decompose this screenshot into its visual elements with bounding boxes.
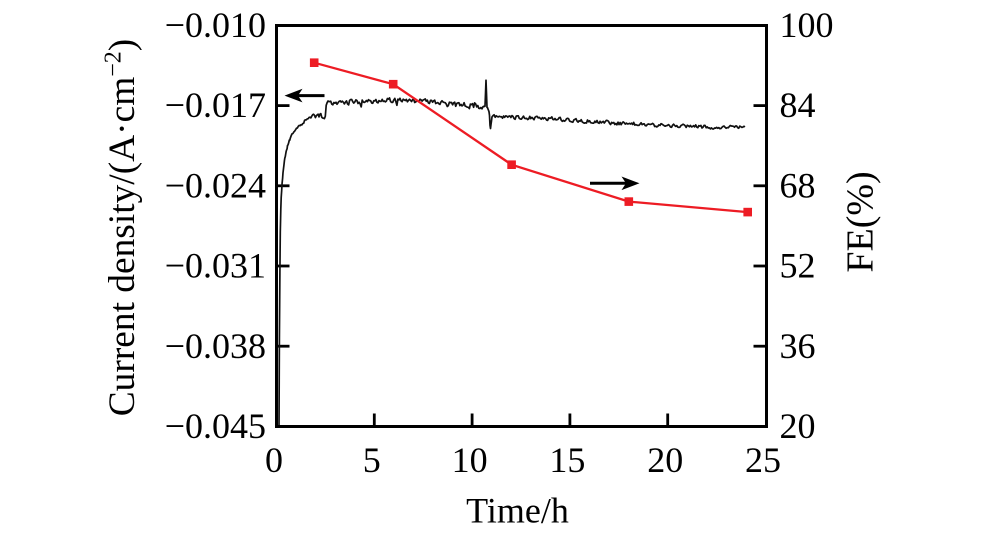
- svg-text:Time/h: Time/h: [466, 491, 569, 531]
- svg-text:−0.024: −0.024: [165, 165, 266, 205]
- svg-text:−0.010: −0.010: [165, 5, 266, 45]
- svg-text:5: 5: [363, 440, 381, 480]
- svg-text:15: 15: [549, 440, 585, 480]
- svg-text:0: 0: [265, 440, 283, 480]
- svg-text:52: 52: [780, 246, 816, 286]
- svg-text:84: 84: [780, 85, 816, 125]
- svg-text:100: 100: [780, 5, 834, 45]
- svg-text:−0.017: −0.017: [165, 85, 266, 125]
- svg-text:36: 36: [780, 326, 816, 366]
- svg-text:10: 10: [452, 440, 488, 480]
- svg-text:68: 68: [780, 165, 816, 205]
- svg-text:25: 25: [745, 440, 781, 480]
- svg-text:FE(%): FE(%): [840, 171, 882, 272]
- svg-text:−0.045: −0.045: [165, 406, 266, 446]
- svg-text:20: 20: [780, 406, 816, 446]
- svg-text:−0.038: −0.038: [165, 326, 266, 366]
- svg-text:20: 20: [647, 440, 683, 480]
- svg-text:−0.031: −0.031: [165, 246, 266, 286]
- svg-text:Current density/(A·cm−2): Current density/(A·cm−2): [101, 39, 144, 417]
